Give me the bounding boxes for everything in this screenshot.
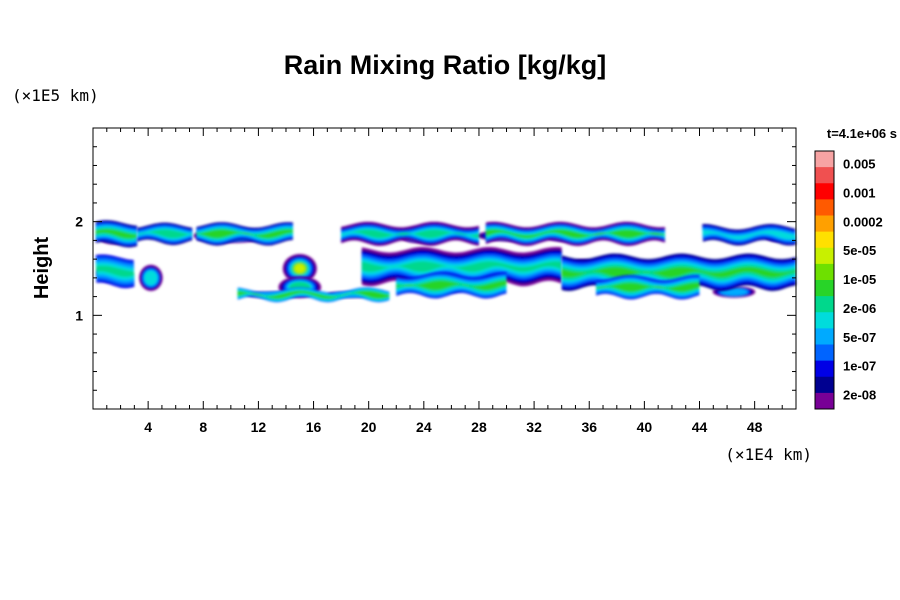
x-tick-label: 8 bbox=[199, 419, 207, 435]
rain-band bbox=[196, 222, 293, 246]
colorbar-label: 5e-05 bbox=[843, 243, 876, 258]
y-tick-label: 2 bbox=[75, 214, 83, 230]
rain-band bbox=[361, 247, 562, 287]
colorbar-swatch bbox=[815, 328, 834, 345]
colorbar-label: 0.0002 bbox=[843, 214, 883, 229]
colorbar-swatch bbox=[815, 151, 834, 168]
colorbar-swatch bbox=[815, 199, 834, 216]
band-level bbox=[702, 230, 796, 240]
rain-band bbox=[237, 287, 390, 303]
y-axis-label: Height bbox=[31, 237, 53, 300]
colorbar-swatch bbox=[815, 280, 834, 297]
colorbar-swatch bbox=[815, 183, 834, 200]
colorbar-swatch bbox=[815, 344, 834, 362]
rain-band bbox=[596, 275, 700, 300]
rain-cell bbox=[139, 264, 163, 291]
x-tick-label: 28 bbox=[471, 419, 487, 435]
x-tick-label: 32 bbox=[526, 419, 542, 435]
x-tick-label: 24 bbox=[416, 419, 432, 435]
band-level bbox=[237, 291, 390, 299]
x-tick-label: 12 bbox=[251, 419, 267, 435]
rain-band bbox=[95, 220, 138, 248]
rain-band bbox=[485, 221, 665, 246]
y-axis: 12 bbox=[75, 146, 796, 391]
colorbar-swatch bbox=[815, 392, 834, 410]
x-unit-label: (×1E4 km) bbox=[725, 445, 812, 464]
x-tick-label: 40 bbox=[637, 419, 653, 435]
time-label: t=4.1e+06 s bbox=[827, 126, 897, 141]
contour-field-detail bbox=[95, 220, 796, 303]
colorbar-swatch bbox=[815, 376, 834, 394]
colorbar-swatch bbox=[815, 263, 834, 281]
rain-cell bbox=[282, 254, 317, 283]
x-tick-label: 16 bbox=[306, 419, 322, 435]
x-tick-label: 4 bbox=[144, 419, 152, 435]
x-tick-label: 20 bbox=[361, 419, 377, 435]
x-tick-label: 44 bbox=[692, 419, 708, 435]
colorbar-label: 2e-08 bbox=[843, 388, 876, 403]
colorbar-swatch bbox=[815, 296, 834, 313]
rain-band bbox=[396, 272, 507, 299]
contour-level bbox=[294, 263, 306, 274]
band-level bbox=[485, 229, 665, 238]
band-level bbox=[137, 229, 193, 238]
band-level bbox=[341, 229, 479, 238]
colorbar-label: 2e-06 bbox=[843, 301, 876, 316]
band-level bbox=[561, 267, 796, 278]
colorbar-frame bbox=[814, 150, 835, 410]
x-axis: 4 8 12 16 20 24 28 32 36 40 44 48 bbox=[106, 128, 783, 435]
band-level bbox=[596, 282, 700, 292]
colorbar-swatch bbox=[815, 167, 834, 184]
y-tick-label: 1 bbox=[75, 307, 83, 323]
colorbar-label: 0.001 bbox=[843, 185, 876, 200]
rain-band bbox=[95, 254, 135, 289]
colorbar: 0.005 0.001 0.0002 5e-05 1e-05 2e-06 5e-07 1e-0… bbox=[814, 150, 883, 410]
colorbar-label: 5e-07 bbox=[843, 330, 876, 345]
rain-band bbox=[341, 221, 479, 246]
band-level bbox=[95, 229, 138, 239]
rain-band bbox=[137, 222, 193, 245]
colorbar-swatch bbox=[815, 231, 834, 249]
band-level bbox=[95, 265, 135, 277]
band-level bbox=[361, 261, 562, 272]
colorbar-swatch bbox=[815, 312, 834, 329]
y-unit-label: (×1E5 km) bbox=[12, 86, 99, 105]
colorbar-label: 1e-07 bbox=[843, 359, 876, 374]
colorbar-swatch bbox=[815, 360, 834, 378]
x-tick-label: 36 bbox=[581, 419, 597, 435]
colorbar-swatch bbox=[815, 215, 834, 233]
x-tick-label: 48 bbox=[747, 419, 763, 435]
colorbar-label: 1e-05 bbox=[843, 272, 876, 287]
chart-title: Rain Mixing Ratio [kg/kg] bbox=[284, 50, 607, 80]
colorbar-label: 0.005 bbox=[843, 157, 876, 172]
rain-band bbox=[702, 224, 796, 246]
colorbar-swatch bbox=[815, 247, 834, 265]
band-level bbox=[396, 280, 507, 290]
band-level bbox=[196, 229, 293, 238]
contour-level bbox=[144, 270, 158, 286]
plot-frame bbox=[92, 127, 797, 410]
